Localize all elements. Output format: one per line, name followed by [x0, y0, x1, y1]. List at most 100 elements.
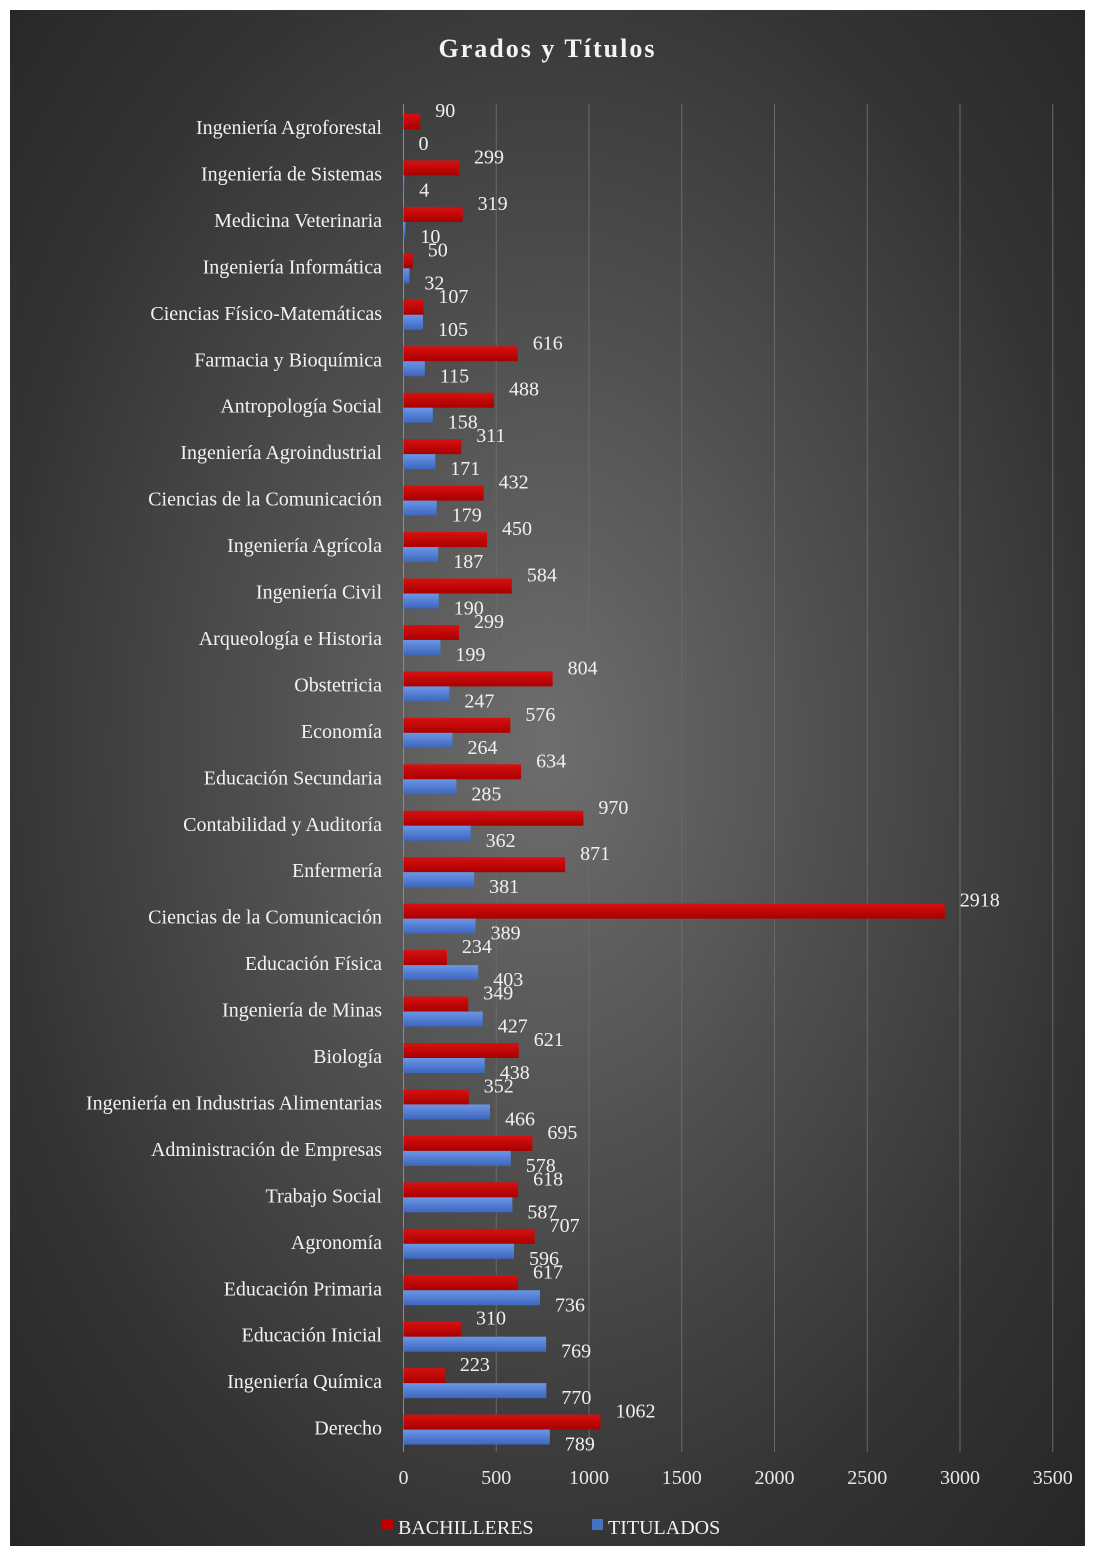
data-label-bachilleres: 707: [550, 1215, 580, 1237]
data-label-titulados: 596: [529, 1248, 559, 1270]
data-label-titulados: 105: [438, 319, 468, 341]
data-label-bachilleres: 234: [462, 936, 492, 958]
category-label: Ingeniería en Industrias Alimentarias: [86, 1092, 382, 1114]
bar-bachilleres: [403, 1275, 518, 1291]
bar-titulados: [403, 1197, 513, 1213]
bar-titulados: [403, 1104, 490, 1120]
x-tick-label: 2500: [847, 1467, 887, 1489]
bar-bachilleres: [403, 671, 553, 687]
bar-titulados: [403, 1383, 547, 1399]
category-label: Derecho: [314, 1418, 382, 1440]
bar-bachilleres: [403, 439, 462, 455]
bar-bachilleres: [403, 1321, 462, 1337]
data-label-bachilleres: 349: [483, 983, 513, 1005]
data-label-bachilleres: 319: [478, 193, 508, 215]
bar-titulados: [403, 872, 475, 888]
category-label: Economía: [301, 721, 382, 743]
bar-bachilleres: [403, 578, 512, 594]
category-label: Antropología Social: [220, 396, 382, 418]
legend-swatch-titulados: [592, 1519, 603, 1530]
category-label: Ingeniería Química: [227, 1371, 382, 1393]
data-label-bachilleres: 488: [509, 379, 539, 401]
chart-title: Grados y Títulos: [438, 34, 657, 63]
bar-titulados: [403, 1150, 511, 1166]
data-label-titulados: 285: [471, 783, 501, 805]
bar-bachilleres: [403, 485, 484, 501]
bar-titulados: [403, 175, 405, 191]
bar-titulados: [403, 314, 423, 330]
data-label-titulados: 587: [527, 1201, 557, 1223]
category-label: Ingeniería Informática: [203, 256, 382, 278]
data-label-bachilleres: 621: [534, 1029, 564, 1051]
bar-bachilleres: [403, 346, 518, 362]
category-label: Farmacia y Bioquímica: [194, 349, 382, 371]
category-label: Administración de Empresas: [151, 1139, 382, 1161]
data-label-bachilleres: 90: [435, 100, 455, 122]
bar-bachilleres: [403, 624, 459, 640]
legend-label-bachilleres: BACHILLERES: [398, 1517, 534, 1539]
data-label-bachilleres: 695: [547, 1122, 577, 1144]
x-tick-label: 1000: [569, 1467, 609, 1489]
data-label-titulados: 381: [489, 876, 519, 898]
data-label-titulados: 190: [454, 598, 484, 620]
category-label: Trabajo Social: [266, 1185, 383, 1207]
category-label: Ingeniería Civil: [256, 582, 383, 604]
data-label-titulados: 438: [500, 1062, 530, 1084]
category-label: Ciencias Físico-Matemáticas: [150, 303, 382, 325]
bar-titulados: [403, 547, 439, 563]
x-tick-label: 0: [399, 1467, 409, 1489]
category-label: Educación Primaria: [224, 1278, 382, 1300]
data-label-titulados: 32: [424, 272, 444, 294]
data-label-titulados: 362: [486, 830, 516, 852]
data-label-titulados: 466: [505, 1108, 535, 1130]
bar-bachilleres: [403, 1182, 519, 1198]
data-label-bachilleres: 50: [428, 239, 448, 261]
data-label-bachilleres: 634: [536, 750, 566, 772]
bar-titulados: [403, 732, 453, 748]
bar-titulados: [403, 454, 436, 470]
bar-titulados: [403, 500, 437, 516]
chart-area: Grados y Títulos 0 500 1000 1500 2000 2500 300…: [10, 10, 1085, 1546]
data-label-titulados: 578: [526, 1155, 556, 1177]
bars: [403, 114, 945, 1445]
bar-bachilleres: [403, 253, 413, 269]
bar-bachilleres: [403, 1043, 519, 1058]
bar-bachilleres: [403, 903, 945, 919]
x-tick-label: 2000: [755, 1467, 795, 1489]
bar-bachilleres: [403, 206, 463, 222]
bar-bachilleres: [403, 160, 459, 176]
data-label-bachilleres: 450: [502, 518, 532, 540]
data-label-bachilleres: 107: [438, 286, 468, 308]
data-label-titulados: 10: [420, 226, 440, 248]
bar-bachilleres: [403, 810, 584, 826]
data-label-bachilleres: 576: [525, 704, 555, 726]
data-label-titulados: 389: [491, 923, 521, 945]
category-label: Ingeniería Agroindustrial: [180, 442, 382, 464]
data-label-bachilleres: 432: [499, 472, 529, 494]
data-label-bachilleres: 2918: [960, 890, 1000, 912]
bar-bachilleres: [403, 717, 511, 733]
x-tick-label: 500: [481, 1467, 511, 1489]
bar-titulados: [403, 1011, 483, 1027]
data-label-titulados: 115: [440, 365, 469, 387]
data-label-titulados: 0: [419, 133, 429, 155]
data-label-titulados: 427: [498, 1016, 528, 1038]
bar-titulados: [403, 268, 410, 284]
bar-bachilleres: [403, 532, 487, 548]
bar-titulados: [403, 825, 471, 841]
data-label-titulados: 187: [453, 551, 483, 573]
data-label-titulados: 789: [565, 1434, 595, 1456]
data-label-titulados: 199: [455, 644, 485, 666]
data-label-bachilleres: 616: [533, 332, 563, 354]
bar-titulados: [403, 1243, 515, 1259]
bar-bachilleres: [403, 1135, 533, 1151]
bar-titulados: [403, 1290, 541, 1306]
category-label: Agronomía: [291, 1232, 382, 1254]
bar-bachilleres: [403, 114, 421, 129]
bar-bachilleres: [403, 857, 566, 873]
bar-titulados: [403, 686, 450, 702]
category-label: Ciencias de la Comunicación: [148, 907, 382, 929]
bar-bachilleres: [403, 299, 424, 315]
